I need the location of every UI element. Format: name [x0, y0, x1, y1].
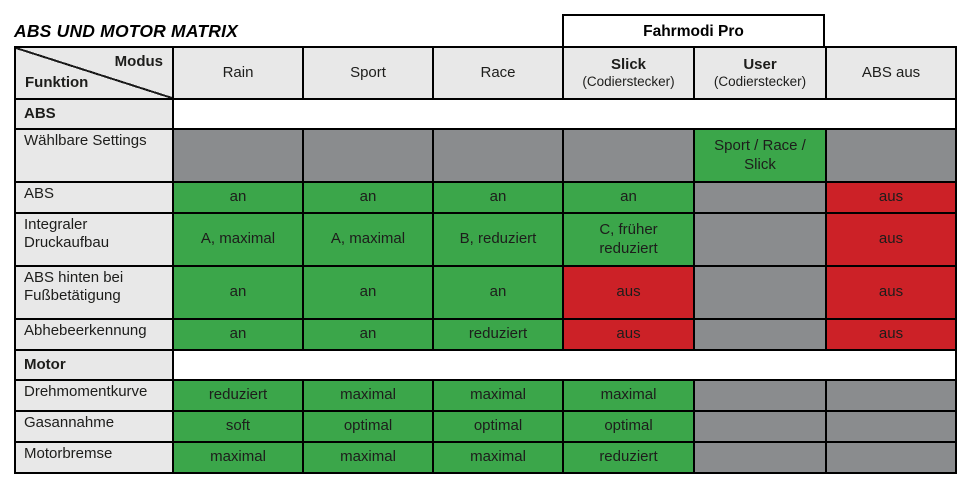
matrix-cell: [825, 410, 957, 443]
matrix-cell: optimal: [432, 410, 564, 443]
matrix-cell: an: [172, 265, 304, 320]
matrix-cell: maximal: [562, 379, 695, 412]
matrix-cell: aus: [825, 265, 957, 320]
matrix-cell: B, reduziert: [432, 212, 564, 267]
matrix-cell: optimal: [302, 410, 434, 443]
matrix-cell: [693, 410, 827, 443]
matrix-cell: aus: [562, 265, 695, 320]
matrix-cell: maximal: [302, 379, 434, 412]
header-row: Modus Funktion Rain Sport Race Slick (Co…: [14, 46, 957, 100]
matrix-cell: reduziert: [172, 379, 304, 412]
column-header-rain: Rain: [172, 46, 304, 100]
table-row-integraler-druckaufbau: Integraler Druckaufbau A, maximal A, max…: [14, 212, 957, 267]
matrix-cell: reduziert: [562, 441, 695, 474]
column-header-label: ABS aus: [861, 63, 921, 81]
matrix-cell: an: [432, 181, 564, 214]
matrix-cell: an: [432, 265, 564, 320]
matrix-cell: maximal: [432, 441, 564, 474]
matrix-cell: maximal: [172, 441, 304, 474]
column-header-user: User (Codierstecker): [693, 46, 827, 100]
abs-motor-matrix-table: Modus Funktion Rain Sport Race Slick (Co…: [14, 46, 957, 474]
matrix-cell: aus: [825, 212, 957, 267]
column-header-sublabel: (Codierstecker): [713, 73, 807, 89]
matrix-cell: an: [172, 318, 304, 351]
matrix-cell: an: [302, 265, 434, 320]
section-blank-area: [172, 98, 957, 130]
row-label-waehlbare-settings: Wählbare Settings: [14, 128, 174, 183]
matrix-cell: [432, 128, 564, 183]
matrix-cell: [302, 128, 434, 183]
column-header-sport: Sport: [302, 46, 434, 100]
matrix-cell: [693, 265, 827, 320]
matrix-cell: [693, 318, 827, 351]
column-header-label: User: [743, 55, 777, 73]
table-row-abs-hinten: ABS hinten bei Fußbetätigung an an an au…: [14, 265, 957, 320]
page-title: ABS UND MOTOR MATRIX: [14, 21, 239, 41]
matrix-cell: maximal: [432, 379, 564, 412]
matrix-cell: aus: [825, 318, 957, 351]
corner-funktion-label: Funktion: [25, 73, 89, 91]
row-label-gasannahme: Gasannahme: [14, 410, 174, 443]
matrix-cell: Sport / Race / Slick: [693, 128, 827, 183]
matrix-cell: reduziert: [432, 318, 564, 351]
matrix-cell: maximal: [302, 441, 434, 474]
matrix-cell: A, maximal: [302, 212, 434, 267]
section-label-abs: ABS: [14, 98, 174, 130]
table-row-drehmomentkurve: Drehmomentkurve reduziert maximal maxima…: [14, 379, 957, 412]
column-header-race: Race: [432, 46, 564, 100]
matrix-cell: [693, 181, 827, 214]
column-header-label: Slick: [610, 55, 647, 73]
matrix-cell: [825, 379, 957, 412]
matrix-cell: A, maximal: [172, 212, 304, 267]
matrix-cell: an: [172, 181, 304, 214]
matrix-cell: aus: [825, 181, 957, 214]
row-label-drehmomentkurve: Drehmomentkurve: [14, 379, 174, 412]
column-header-abs-aus: ABS aus: [825, 46, 957, 100]
table-row-abhebeerkennung: Abhebeerkennung an an reduziert aus aus: [14, 318, 957, 351]
matrix-cell: [562, 128, 695, 183]
matrix-cell: [693, 441, 827, 474]
matrix-cell: an: [302, 318, 434, 351]
row-label-abs-hinten: ABS hinten bei Fußbetätigung: [14, 265, 174, 320]
matrix-cell: C, früher reduziert: [562, 212, 695, 267]
row-label-integraler-druckaufbau: Integraler Druckaufbau: [14, 212, 174, 267]
row-label-abhebeerkennung: Abhebeerkennung: [14, 318, 174, 351]
matrix-cell: aus: [562, 318, 695, 351]
column-header-sublabel: (Codierstecker): [582, 73, 675, 89]
corner-modus-label: Modus: [114, 53, 163, 70]
matrix-cell: an: [302, 181, 434, 214]
matrix-cell: soft: [172, 410, 304, 443]
corner-modus-funktion-cell: Modus Funktion: [14, 46, 174, 100]
matrix-cell: optimal: [562, 410, 695, 443]
section-row-motor: Motor: [14, 349, 957, 381]
column-header-label: Rain: [222, 63, 254, 81]
matrix-cell: [825, 128, 957, 183]
table-row-motorbremse: Motorbremse maximal maximal maximal redu…: [14, 441, 957, 474]
matrix-cell: [693, 379, 827, 412]
fahrmodi-pro-group-header: Fahrmodi Pro: [562, 14, 825, 48]
matrix-cell: [172, 128, 304, 183]
column-header-label: Race: [480, 63, 516, 81]
section-row-abs: ABS: [14, 98, 957, 130]
section-label-motor: Motor: [14, 349, 174, 381]
column-header-label: Sport: [350, 63, 386, 81]
matrix-cell: [693, 212, 827, 267]
section-blank-area: [172, 349, 957, 381]
column-header-slick: Slick (Codierstecker): [562, 46, 695, 100]
matrix-cell: an: [562, 181, 695, 214]
matrix-cell: [825, 441, 957, 474]
row-label-abs: ABS: [14, 181, 174, 214]
table-row-gasannahme: Gasannahme soft optimal optimal optimal: [14, 410, 957, 443]
table-row-abs: ABS an an an an aus: [14, 181, 957, 214]
row-label-motorbremse: Motorbremse: [14, 441, 174, 474]
table-row-waehlbare-settings: Wählbare Settings Sport / Race / Slick: [14, 128, 957, 183]
